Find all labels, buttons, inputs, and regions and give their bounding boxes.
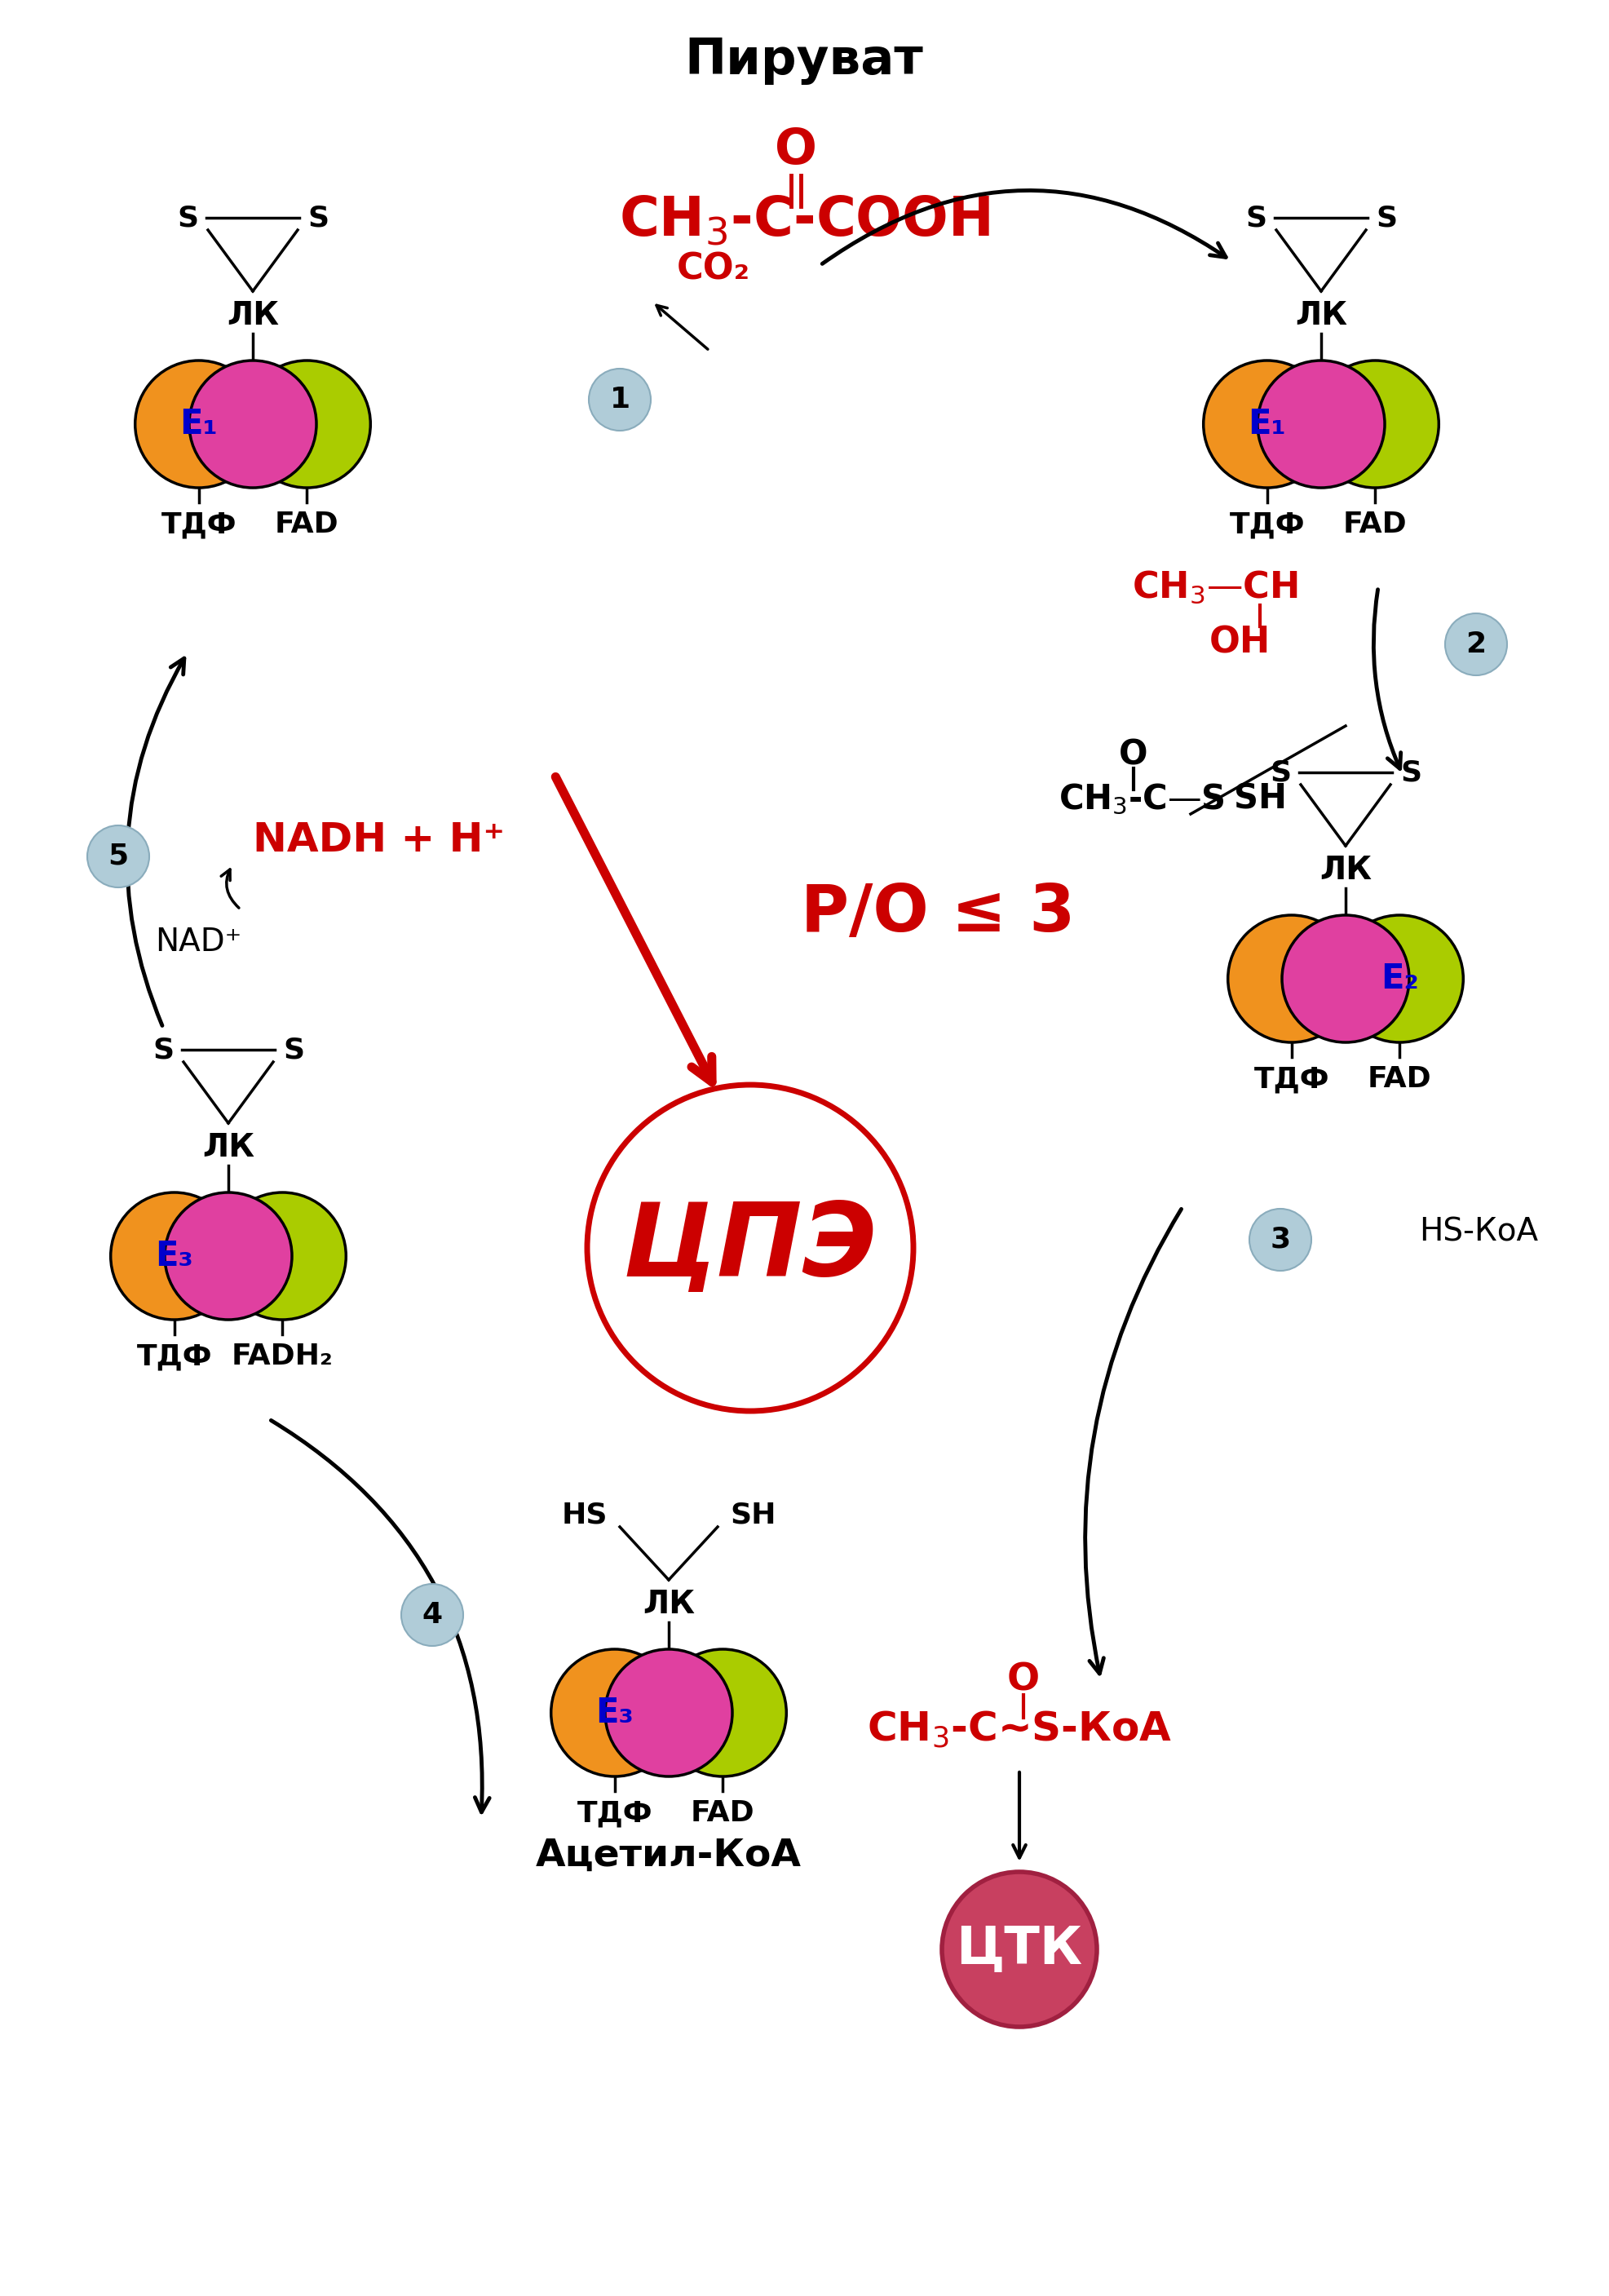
Text: E₂: E₂: [1381, 962, 1419, 996]
Text: OH: OH: [1208, 625, 1270, 661]
Text: ЛК: ЛК: [1319, 854, 1372, 886]
Circle shape: [401, 1584, 463, 1646]
Text: CH$_3$-C-COOH: CH$_3$-C-COOH: [618, 193, 990, 248]
Text: 3: 3: [1270, 1226, 1290, 1254]
FancyArrowPatch shape: [555, 776, 713, 1081]
Text: S: S: [283, 1035, 304, 1063]
Ellipse shape: [164, 1192, 291, 1320]
Circle shape: [589, 370, 650, 432]
Text: HS-КоА: HS-КоА: [1419, 1217, 1538, 1247]
Text: CH$_3$—CH: CH$_3$—CH: [1133, 569, 1298, 606]
FancyArrowPatch shape: [220, 870, 238, 907]
Ellipse shape: [1258, 360, 1385, 487]
FancyArrowPatch shape: [127, 659, 183, 1026]
Circle shape: [941, 1871, 1097, 2027]
Ellipse shape: [660, 1649, 787, 1777]
Text: FAD: FAD: [1368, 1065, 1432, 1093]
Ellipse shape: [550, 1649, 679, 1777]
Text: Ацетил-КоА: Ацетил-КоА: [536, 1837, 801, 1874]
Text: Пируват: Пируват: [685, 37, 924, 85]
Ellipse shape: [111, 1192, 238, 1320]
Text: NADH + H⁺: NADH + H⁺: [253, 820, 505, 859]
Text: S: S: [1400, 758, 1421, 785]
Text: ТДФ: ТДФ: [161, 510, 237, 537]
Ellipse shape: [1204, 360, 1331, 487]
Text: E₃: E₃: [154, 1240, 193, 1274]
Text: SH: SH: [1234, 783, 1287, 817]
Text: CO₂: CO₂: [677, 253, 750, 287]
Ellipse shape: [135, 360, 262, 487]
FancyArrowPatch shape: [1374, 590, 1401, 769]
Text: FADH₂: FADH₂: [232, 1343, 333, 1371]
Text: E₁: E₁: [180, 406, 217, 441]
Text: P/O ≤ 3: P/O ≤ 3: [801, 882, 1075, 946]
Text: CH$_3$-C~S-КоА: CH$_3$-C~S-КоА: [867, 1708, 1171, 1750]
Text: 4: 4: [422, 1600, 442, 1628]
Text: E₁: E₁: [1249, 406, 1286, 441]
Text: 5: 5: [108, 843, 129, 870]
Text: O: O: [1007, 1662, 1039, 1699]
Text: S: S: [177, 204, 198, 232]
FancyArrowPatch shape: [270, 1421, 489, 1812]
Text: ЛК: ЛК: [227, 301, 278, 331]
Text: ТДФ: ТДФ: [1253, 1065, 1329, 1093]
Ellipse shape: [1311, 360, 1438, 487]
Text: S: S: [1376, 204, 1397, 232]
Text: NAD⁺: NAD⁺: [154, 928, 241, 957]
Text: FAD: FAD: [275, 510, 339, 537]
Ellipse shape: [1282, 916, 1409, 1042]
Text: ЛК: ЛК: [203, 1132, 254, 1164]
Text: S: S: [1270, 758, 1290, 785]
Circle shape: [1249, 1208, 1311, 1270]
Text: 1: 1: [610, 386, 631, 413]
Circle shape: [87, 827, 150, 889]
Ellipse shape: [605, 1649, 732, 1777]
Text: FAD: FAD: [1344, 510, 1408, 537]
Text: ЛК: ЛК: [642, 1589, 695, 1621]
Text: ЛК: ЛК: [1295, 301, 1347, 331]
Text: SH: SH: [730, 1502, 776, 1529]
Text: O: O: [1120, 737, 1149, 771]
Text: 2: 2: [1466, 631, 1487, 659]
Text: FAD: FAD: [690, 1800, 755, 1828]
Ellipse shape: [1228, 916, 1355, 1042]
Circle shape: [1445, 613, 1508, 675]
Text: O: O: [776, 126, 817, 174]
FancyArrowPatch shape: [822, 191, 1226, 264]
Ellipse shape: [243, 360, 370, 487]
Text: ЦПЭ: ЦПЭ: [623, 1199, 877, 1297]
Text: ТДФ: ТДФ: [1229, 510, 1305, 537]
Ellipse shape: [1335, 916, 1463, 1042]
Text: S: S: [307, 204, 328, 232]
Text: ЦТК: ЦТК: [956, 1924, 1083, 1975]
FancyArrowPatch shape: [656, 305, 708, 349]
Text: S: S: [1245, 204, 1266, 232]
Text: S: S: [153, 1035, 174, 1063]
Text: HS: HS: [562, 1502, 608, 1529]
Circle shape: [587, 1084, 914, 1412]
Ellipse shape: [219, 1192, 346, 1320]
FancyArrowPatch shape: [1084, 1210, 1181, 1674]
Text: ТДФ: ТДФ: [137, 1343, 212, 1371]
Text: E₃: E₃: [595, 1697, 634, 1729]
Text: ТДФ: ТДФ: [578, 1800, 652, 1828]
FancyArrowPatch shape: [1014, 1773, 1025, 1857]
Ellipse shape: [190, 360, 317, 487]
Text: CH$_3$-C—S: CH$_3$-C—S: [1059, 783, 1224, 817]
